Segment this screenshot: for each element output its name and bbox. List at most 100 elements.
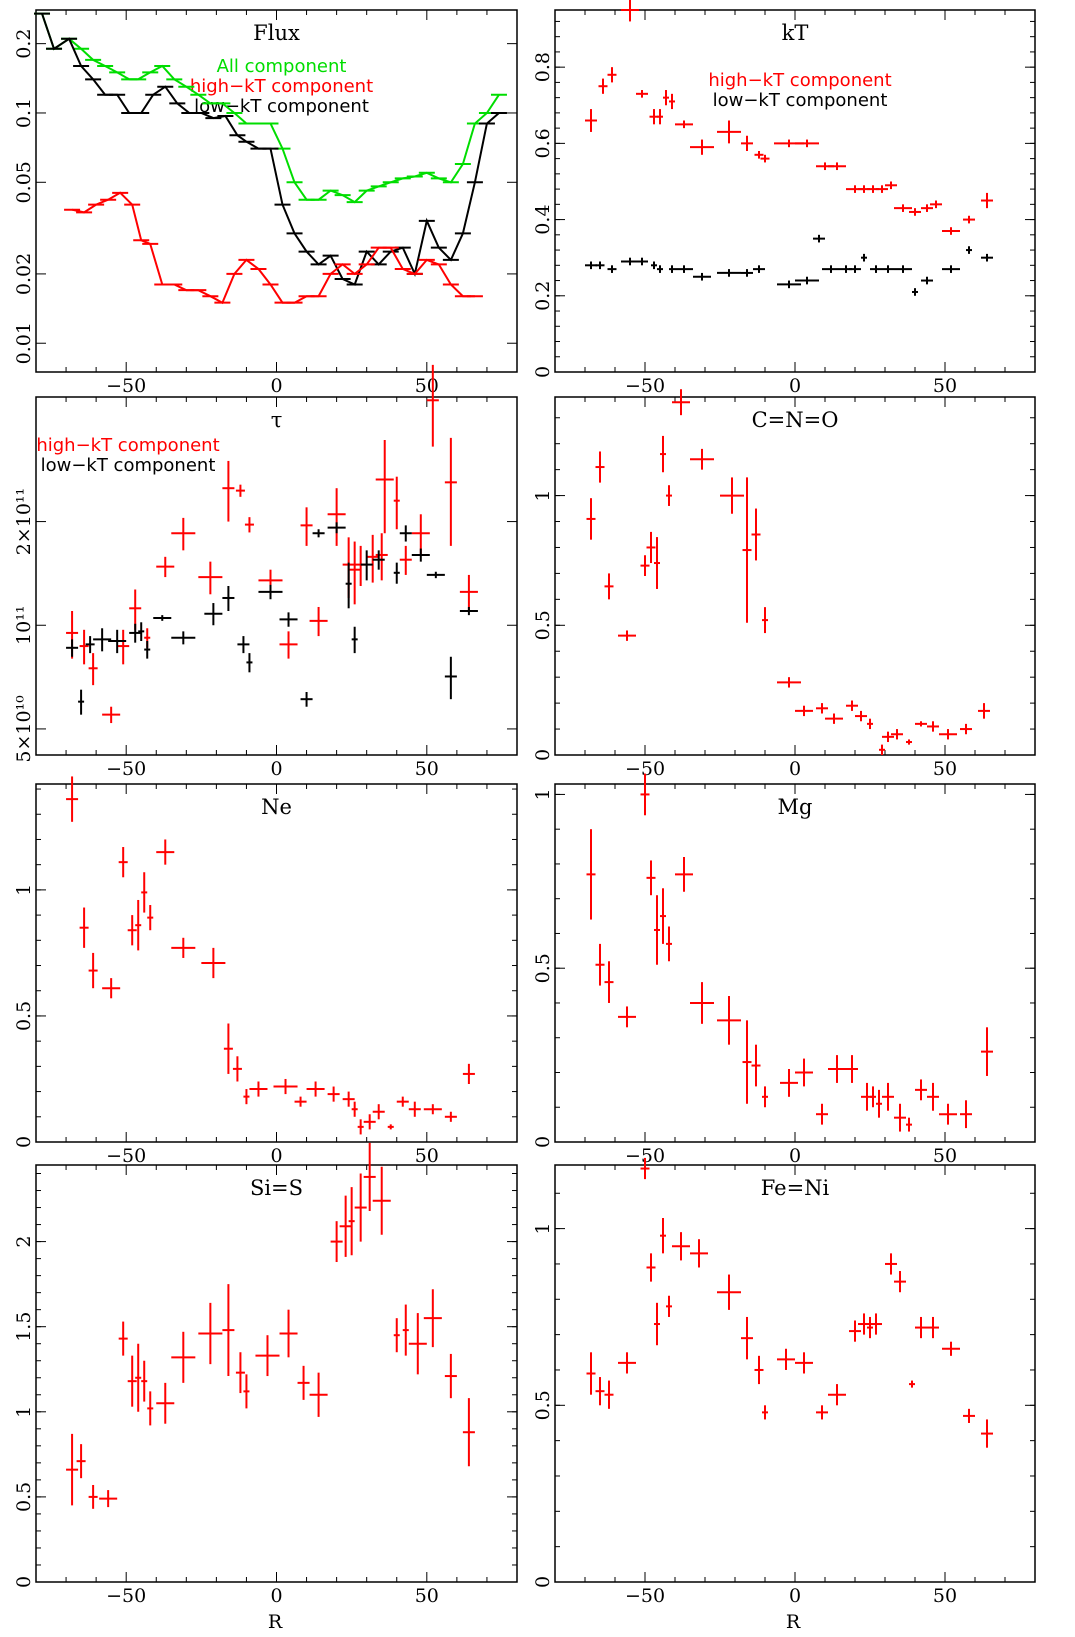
data-point — [742, 1020, 752, 1104]
x-tick-label: 0 — [270, 1145, 282, 1167]
data-point — [930, 200, 942, 209]
data-point — [201, 947, 226, 979]
y-tick-label: 0.05 — [13, 161, 35, 203]
y-tick-label: 0 — [532, 1576, 554, 1588]
data-point — [223, 1023, 233, 1074]
y-tick-label: 1 — [13, 1406, 35, 1418]
y-tick-label: 1 — [532, 490, 554, 502]
data-point — [894, 1103, 906, 1132]
data-point — [754, 1355, 764, 1385]
data-point — [258, 584, 283, 600]
panel-title: Fe=Ni — [761, 1176, 830, 1200]
data-point — [363, 1114, 376, 1130]
data-point — [646, 531, 656, 564]
data-point — [751, 508, 761, 561]
data-point — [88, 653, 98, 686]
data-point — [102, 978, 121, 999]
y-tick-label: 1 — [532, 788, 554, 800]
y-tick-label: 0.8 — [532, 52, 554, 82]
data-point — [127, 1355, 137, 1407]
data-point — [235, 484, 245, 497]
data-point — [156, 1382, 175, 1424]
data-point — [222, 586, 235, 611]
data-point — [607, 67, 617, 83]
x-tick-label: −50 — [106, 1145, 146, 1167]
data-point — [981, 1027, 993, 1076]
data-point — [720, 477, 744, 514]
data-point — [669, 93, 675, 110]
data-point — [444, 437, 457, 546]
data-point — [279, 631, 298, 659]
x-tick-label: −50 — [625, 758, 665, 780]
data-point — [171, 937, 196, 958]
data-point — [351, 1101, 358, 1117]
data-point — [339, 1195, 352, 1257]
data-point — [108, 629, 127, 654]
data-point — [135, 1343, 142, 1412]
data-point — [249, 1081, 268, 1097]
x-axis-label: R — [786, 1611, 801, 1633]
data-point — [462, 1063, 475, 1085]
data-point — [129, 589, 142, 630]
data-point — [654, 537, 660, 589]
data-point — [742, 477, 752, 623]
data-point — [795, 705, 813, 717]
y-tick-label: 5×10¹⁰ — [13, 695, 35, 763]
data-point — [118, 847, 128, 878]
data-point — [858, 1313, 870, 1335]
data-point — [663, 90, 669, 106]
data-point — [372, 1166, 391, 1235]
data-point — [244, 517, 254, 533]
x-tick-label: 0 — [789, 1145, 801, 1167]
legend-entry: low−kT component — [713, 90, 888, 111]
x-tick-label: −50 — [625, 1145, 665, 1167]
panel-title: Flux — [253, 21, 300, 45]
data-point — [646, 1253, 656, 1282]
data-point — [618, 630, 636, 641]
data-point — [876, 1089, 882, 1118]
data-point — [867, 718, 873, 730]
data-point — [375, 533, 388, 581]
data-point — [141, 1360, 148, 1402]
data-point — [927, 721, 939, 732]
data-point — [243, 1089, 250, 1105]
y-tick-label: 1 — [532, 1223, 554, 1235]
data-point — [255, 1335, 280, 1377]
x-tick-label: 50 — [933, 758, 957, 780]
data-point — [426, 571, 445, 579]
data-point — [171, 1331, 196, 1383]
data-point — [273, 1078, 298, 1095]
y-tick-label: 1.5 — [13, 1312, 35, 1342]
data-point — [849, 1320, 861, 1342]
data-point — [444, 656, 457, 700]
data-point — [138, 622, 145, 642]
y-tick-label: 2×10¹¹ — [13, 488, 35, 555]
data-point — [312, 529, 325, 538]
data-point — [669, 265, 675, 273]
data-point — [894, 265, 912, 273]
data-point — [690, 982, 714, 1024]
plot-frame — [554, 9, 1036, 373]
data-point — [915, 1316, 927, 1339]
data-point — [666, 1295, 672, 1317]
data-point — [79, 907, 89, 948]
data-point — [891, 729, 903, 740]
x-tick-label: 0 — [270, 375, 282, 397]
data-point — [153, 615, 172, 621]
data-point — [846, 1055, 858, 1083]
data-point — [816, 703, 828, 714]
data-point — [198, 561, 223, 595]
data-point — [672, 1232, 690, 1261]
data-point — [963, 1408, 975, 1423]
data-point — [777, 1348, 795, 1370]
data-point — [816, 1405, 828, 1420]
data-point — [294, 1096, 307, 1107]
data-point — [399, 545, 412, 575]
data-point — [78, 689, 85, 715]
data-point — [399, 525, 412, 542]
data-point — [147, 1391, 154, 1426]
data-point — [222, 1284, 235, 1377]
y-tick-label: 0.6 — [532, 128, 554, 158]
data-point — [171, 631, 196, 645]
x-tick-label: 50 — [415, 758, 439, 780]
